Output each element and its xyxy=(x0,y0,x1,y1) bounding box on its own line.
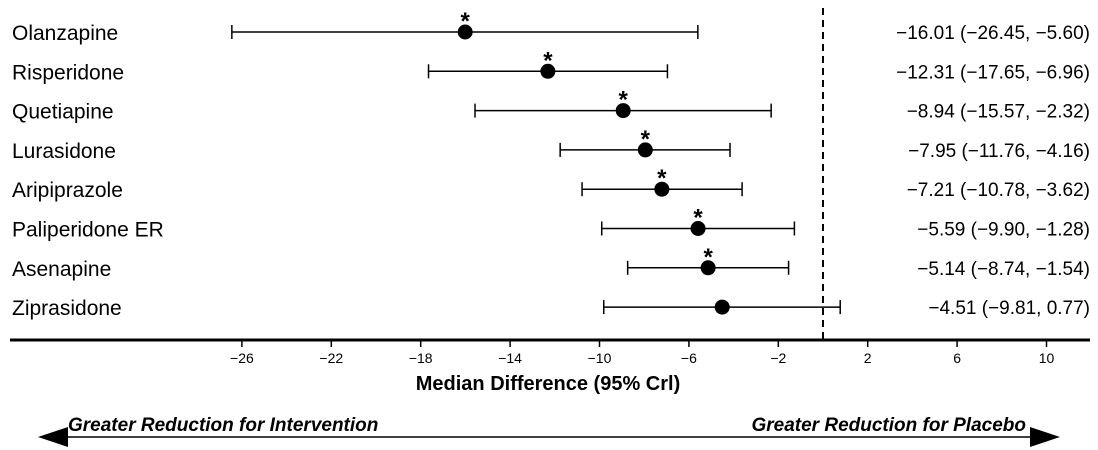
forest-row: Paliperidone ER * −5.59 (−9.90, −1.28) xyxy=(12,205,1090,242)
median-point xyxy=(637,142,653,158)
x-tick-label: −14 xyxy=(498,350,522,366)
row-label: Ziprasidone xyxy=(12,297,122,320)
x-tick-label: −2 xyxy=(770,350,786,366)
direction-left-label: Greater Reduction for Intervention xyxy=(68,415,378,436)
median-point xyxy=(700,260,716,276)
row-label: Asenapine xyxy=(12,258,111,281)
estimate-ci-text: −7.95 (−11.76, −4.16) xyxy=(908,141,1090,162)
significance-star: * xyxy=(619,87,629,114)
estimate-ci-text: −5.59 (−9.90, −1.28) xyxy=(917,220,1090,241)
significance-star: * xyxy=(703,244,713,271)
row-label: Olanzapine xyxy=(12,22,118,45)
significance-star: * xyxy=(693,205,703,232)
x-tick-label: −26 xyxy=(230,350,254,366)
estimate-ci-text: −4.51 (−9.81, 0.77) xyxy=(928,298,1090,319)
row-label: Risperidone xyxy=(12,61,124,84)
estimate-ci-text: −5.14 (−8.74, −1.54) xyxy=(917,259,1090,280)
median-point xyxy=(714,299,730,315)
x-axis-label: Median Difference (95% Crl) xyxy=(416,373,681,395)
x-tick-label: −6 xyxy=(681,350,697,366)
significance-star: * xyxy=(657,165,667,192)
forest-row: Ziprasidone −4.51 (−9.81, 0.77) xyxy=(12,297,1090,320)
arrow-left-head xyxy=(38,427,68,447)
x-tick-label: −10 xyxy=(588,350,612,366)
significance-star: * xyxy=(543,47,553,74)
forest-row: Quetiapine * −8.94 (−15.57, −2.32) xyxy=(12,87,1090,124)
estimate-ci-text: −12.31 (−17.65, −6.96) xyxy=(896,62,1090,83)
x-tick-label: 2 xyxy=(864,350,872,366)
x-tick-label: −22 xyxy=(319,350,343,366)
median-point xyxy=(457,24,473,40)
direction-arrow xyxy=(38,427,1060,447)
median-point xyxy=(690,221,706,236)
estimate-ci-text: −16.01 (−26.45, −5.60) xyxy=(896,23,1090,44)
forest-row: Aripiprazole * −7.21 (−10.78, −3.62) xyxy=(12,165,1090,202)
x-tick-label: 6 xyxy=(953,350,961,366)
significance-star: * xyxy=(641,126,651,153)
estimate-ci-text: −7.21 (−10.78, −3.62) xyxy=(907,180,1090,201)
forest-row: Asenapine * −5.14 (−8.74, −1.54) xyxy=(12,244,1090,281)
direction-right-label: Greater Reduction for Placebo xyxy=(751,415,1026,436)
row-label: Paliperidone ER xyxy=(12,219,164,242)
estimate-ci-text: −8.94 (−15.57, −2.32) xyxy=(907,102,1090,123)
row-label: Aripiprazole xyxy=(12,179,123,202)
arrow-right-head xyxy=(1030,427,1060,447)
median-point xyxy=(615,103,631,119)
row-label: Lurasidone xyxy=(12,140,116,163)
forest-row: Risperidone * −12.31 (−17.65, −6.96) xyxy=(12,47,1090,84)
median-point xyxy=(654,181,670,197)
x-tick-label: −18 xyxy=(409,350,433,366)
forest-rows: Olanzapine * −16.01 (−26.45, −5.60) Risperi… xyxy=(12,8,1090,320)
forest-row: Olanzapine * −16.01 (−26.45, −5.60) xyxy=(12,8,1090,45)
median-point xyxy=(540,63,556,79)
x-axis-ticks: −26 −22 −18 −14 −10 −6 −2 2 6 10 xyxy=(230,340,1054,366)
row-label: Quetiapine xyxy=(12,101,114,124)
significance-star: * xyxy=(461,8,471,35)
x-tick-label: 10 xyxy=(1039,350,1055,366)
forest-row: Lurasidone * −7.95 (−11.76, −4.16) xyxy=(12,126,1090,163)
